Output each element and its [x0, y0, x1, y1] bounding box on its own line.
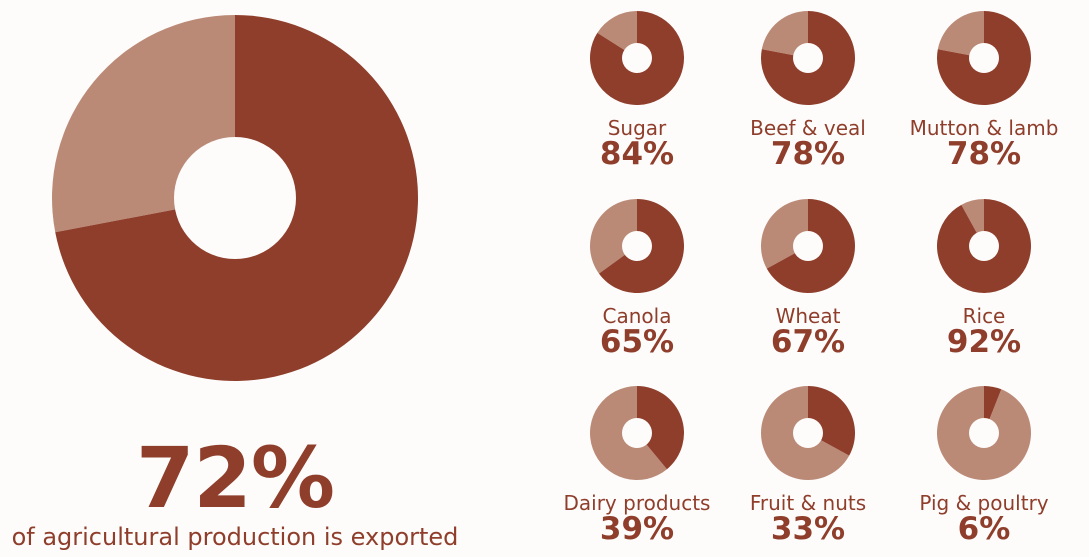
- commodity-donut-chart: [937, 11, 1031, 105]
- commodity-label: Dairy products: [563, 491, 711, 515]
- main-donut-chart: [51, 15, 419, 381]
- commodity-label: Rice: [962, 304, 1006, 328]
- donut-slice-remaining: [937, 11, 984, 58]
- commodity-label: Sugar: [607, 116, 667, 140]
- donut-slice-exported: [637, 386, 684, 470]
- commodity-percent-label: 6%: [957, 511, 1011, 547]
- commodity-dairy-products: Dairy products 39%: [537, 385, 737, 545]
- commodity-donut-chart: [937, 199, 1031, 293]
- donut-hole: [969, 43, 999, 73]
- commodity-percent-label: 39%: [599, 511, 675, 547]
- commodity-label: Beef & veal: [750, 116, 866, 140]
- main-donut-hole: [174, 137, 296, 259]
- commodity-pig-poultry: Pig & poultry 6%: [884, 385, 1084, 545]
- main-caption: of agricultural production is exported: [11, 523, 459, 551]
- donut-hole: [969, 231, 999, 261]
- commodity-donut-chart: [761, 386, 855, 480]
- commodity-label: Pig & poultry: [919, 491, 1049, 515]
- donut-slice-remaining: [590, 199, 637, 274]
- donut-slice-remaining: [761, 11, 808, 58]
- commodity-canola: Canola 65%: [537, 198, 737, 358]
- donut-hole: [622, 418, 652, 448]
- main-percent-label: 72%: [135, 429, 335, 527]
- commodity-mutton-lamb: Mutton & lamb 78%: [884, 10, 1084, 170]
- commodity-donut-chart: [761, 199, 855, 293]
- commodity-label: Wheat: [775, 304, 841, 328]
- donut-slice-remaining: [597, 11, 637, 58]
- commodity-label: Fruit & nuts: [749, 491, 867, 515]
- commodity-percent-label: 65%: [599, 324, 675, 360]
- commodity-percent-label: 84%: [599, 136, 675, 172]
- donut-hole: [622, 231, 652, 261]
- commodity-beef-veal: Beef & veal 78%: [708, 10, 908, 170]
- commodity-rice: Rice 92%: [884, 198, 1084, 358]
- commodity-sugar: Sugar 84%: [537, 10, 737, 170]
- commodity-label: Mutton & lamb: [909, 116, 1059, 140]
- commodity-donut-chart: [590, 11, 684, 105]
- donut-hole: [793, 43, 823, 73]
- commodity-wheat: Wheat 67%: [708, 198, 908, 358]
- commodity-percent-label: 92%: [946, 324, 1022, 360]
- donut-hole: [793, 418, 823, 448]
- donut-hole: [793, 231, 823, 261]
- commodity-label: Canola: [602, 304, 672, 328]
- commodity-percent-label: 78%: [946, 136, 1022, 172]
- commodity-fruit-nuts: Fruit & nuts 33%: [708, 385, 908, 545]
- commodity-percent-label: 78%: [770, 136, 846, 172]
- commodity-percent-label: 67%: [770, 324, 846, 360]
- commodity-percent-label: 33%: [770, 511, 846, 547]
- commodity-donut-chart: [590, 386, 684, 480]
- commodity-donut-chart: [761, 11, 855, 105]
- commodity-donut-chart: [937, 386, 1031, 480]
- commodity-donut-chart: [590, 199, 684, 293]
- donut-hole: [622, 43, 652, 73]
- donut-hole: [969, 418, 999, 448]
